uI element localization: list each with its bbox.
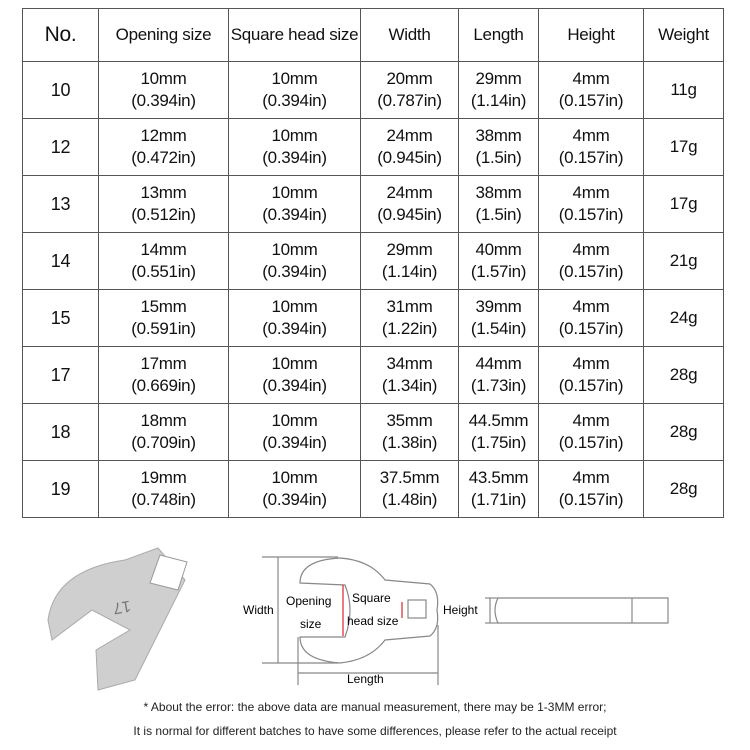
wrench-diagram: 17 Width Opening size Square head size L… [47,547,669,691]
opening-label-2: size [300,617,322,631]
table-cell: 39mm (1.54in) [458,289,539,347]
table-cell: 18mm (0.709in) [98,403,229,461]
spec-table: No. Opening size Square head size Width Leng… [22,8,724,518]
table-cell: 44mm (1.73in) [458,346,539,404]
column-header: Width [360,8,459,62]
table-cell: 17 [22,346,99,404]
table-row: 15 15mm (0.591in) 10mm (0.394in) 31mm (1.22in)… [22,289,724,347]
table-cell: 12mm (0.472in) [98,118,229,176]
column-header: Weight [643,8,724,62]
table-cell: 29mm (1.14in) [458,61,539,119]
column-header: No. [22,8,99,62]
table-cell: 4mm (0.157in) [538,289,644,347]
table-cell: 13 [22,175,99,233]
table-cell: 12 [22,118,99,176]
column-header: Height [538,8,644,62]
width-label: Width [243,603,274,617]
table-cell: 10mm (0.394in) [228,460,361,518]
table-cell: 19mm (0.748in) [98,460,229,518]
table-cell: 10 [22,61,99,119]
table-cell: 4mm (0.157in) [538,175,644,233]
table-cell: 4mm (0.157in) [538,118,644,176]
table-row: 13 13mm (0.512in) 10mm (0.394in) 24mm (0.945in… [22,175,724,233]
table-cell: 24mm (0.945in) [360,175,459,233]
table-cell: 4mm (0.157in) [538,346,644,404]
table-cell: 10mm (0.394in) [228,175,361,233]
table-cell: 4mm (0.157in) [538,403,644,461]
column-header: Length [458,8,539,62]
table-cell: 4mm (0.157in) [538,61,644,119]
table-cell: 10mm (0.394in) [228,61,361,119]
table-cell: 19 [22,460,99,518]
table-row: 19 19mm (0.748in) 10mm (0.394in) 37.5mm (1.48i… [22,460,724,518]
table-cell: 38mm (1.5in) [458,175,539,233]
batch-note: It is normal for different batches to ha… [133,724,617,738]
wrench-top-view [262,556,439,685]
length-label: Length [347,672,384,686]
table-cell: 24mm (0.945in) [360,118,459,176]
table-cell: 38mm (1.5in) [458,118,539,176]
table-cell: 28g [643,460,724,518]
table-cell: 17g [643,175,724,233]
table-cell: 18 [22,403,99,461]
wrench-side-view [485,597,669,624]
table-cell: 24g [643,289,724,347]
table-cell: 35mm (1.38in) [360,403,459,461]
table-cell: 17g [643,118,724,176]
table-cell: 34mm (1.34in) [360,346,459,404]
column-header: Opening size [98,8,229,62]
table-cell: 31mm (1.22in) [360,289,459,347]
error-note: * About the error: the above data are ma… [143,700,607,714]
table-cell: 10mm (0.394in) [228,346,361,404]
table-cell: 10mm (0.394in) [98,61,229,119]
table-cell: 4mm (0.157in) [538,460,644,518]
table-row: 18 18mm (0.709in) 10mm (0.394in) 35mm (1.38in)… [22,403,724,461]
table-cell: 11g [643,61,724,119]
table-cell: 13mm (0.512in) [98,175,229,233]
table-cell: 44.5mm (1.75in) [458,403,539,461]
square-label-2: head size [347,614,399,628]
table-cell: 40mm (1.57in) [458,232,539,290]
table-cell: 28g [643,346,724,404]
table-cell: 37.5mm (1.48in) [360,460,459,518]
table-row: 17 17mm (0.669in) 10mm (0.394in) 34mm (1.34in)… [22,346,724,404]
table-cell: 15mm (0.591in) [98,289,229,347]
table-cell: 14 [22,232,99,290]
square-label-1: Square [352,591,391,605]
stamp-text: 17 [111,597,132,617]
table-row: 14 14mm (0.551in) 10mm (0.394in) 29mm (1.14in)… [22,232,724,290]
table-cell: 14mm (0.551in) [98,232,229,290]
opening-label-1: Opening [286,594,331,608]
table-row: 10 10mm (0.394in) 10mm (0.394in) 20mm (0.787in… [22,61,724,119]
table-cell: 10mm (0.394in) [228,289,361,347]
table-cell: 15 [22,289,99,347]
wrench-photo: 17 [47,547,188,691]
header-row: No. Opening size Square head size Width Leng… [22,8,724,62]
table-cell: 10mm (0.394in) [228,232,361,290]
table-cell: 17mm (0.669in) [98,346,229,404]
table-cell: 21g [643,232,724,290]
table-row: 12 12mm (0.472in) 10mm (0.394in) 24mm (0.945in… [22,118,724,176]
table-cell: 43.5mm (1.71in) [458,460,539,518]
table-cell: 10mm (0.394in) [228,403,361,461]
table-cell: 20mm (0.787in) [360,61,459,119]
table-cell: 10mm (0.394in) [228,118,361,176]
column-header: Square head size [228,8,361,62]
table-cell: 28g [643,403,724,461]
table-cell: 29mm (1.14in) [360,232,459,290]
table-cell: 4mm (0.157in) [538,232,644,290]
height-label: Height [443,603,478,617]
